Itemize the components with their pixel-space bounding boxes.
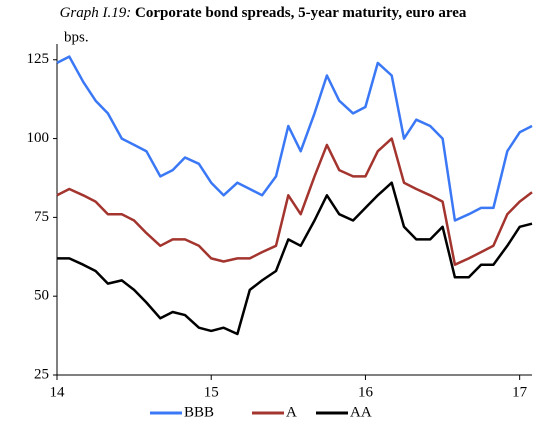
y-tick-label: 75 <box>34 209 49 225</box>
legend-label: AA <box>350 404 372 420</box>
x-tick-label: 17 <box>512 384 528 400</box>
series-line <box>57 181 533 336</box>
title-prefix: Graph I.19: <box>60 5 132 21</box>
y-tick-label: 25 <box>34 366 49 382</box>
legend-label: A <box>286 404 297 420</box>
chart-title: Corporate bond spreads, 5-year maturity,… <box>135 5 467 21</box>
series-line <box>56 137 533 266</box>
y-unit-label: bps. <box>64 29 89 45</box>
x-tick-label: 16 <box>358 384 374 400</box>
y-tick-label: 50 <box>34 288 49 304</box>
chart-title-group: Graph I.19: Corporate bond spreads, 5-ye… <box>60 5 467 21</box>
x-tick-label: 14 <box>50 384 66 400</box>
x-tick-label: 15 <box>204 384 219 400</box>
y-tick-label: 125 <box>27 51 50 67</box>
series-line <box>56 55 533 222</box>
legend-label: BBB <box>184 404 214 420</box>
y-tick-label: 100 <box>27 130 50 146</box>
